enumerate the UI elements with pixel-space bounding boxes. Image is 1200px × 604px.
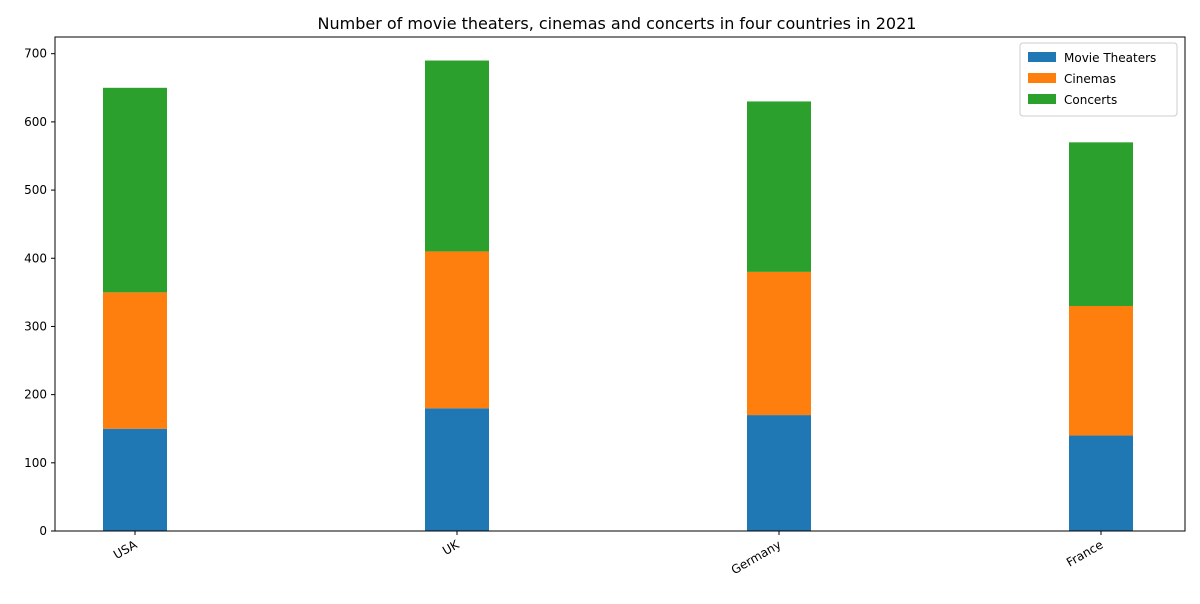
- bar-concerts-usa: [103, 87, 167, 293]
- bar-cinemas-uk: [425, 251, 489, 409]
- legend-label-movie-theaters: Movie Theaters: [1064, 51, 1156, 65]
- axes: 0 100 200 300 400 500 600 700 USA UK Germany France: [24, 36, 1186, 577]
- bar-cinemas-germany: [747, 271, 811, 416]
- x-tick-label-france: France: [1064, 537, 1106, 569]
- bar-movie-theaters-usa: [103, 428, 167, 531]
- legend-swatch-cinemas: [1028, 73, 1056, 83]
- bar-movie-theaters-uk: [425, 408, 489, 531]
- bar-concerts-germany: [747, 101, 811, 272]
- bar-concerts-france: [1069, 142, 1133, 306]
- bar-movie-theaters-germany: [747, 415, 811, 531]
- bar-cinemas-usa: [103, 292, 167, 429]
- x-tick-label-germany: Germany: [729, 537, 784, 577]
- y-tick-label: 400: [24, 251, 47, 265]
- y-tick-label: 200: [24, 388, 47, 402]
- plot-frame: [54, 36, 1186, 532]
- legend-label-cinemas: Cinemas: [1064, 72, 1116, 86]
- y-tick-label: 700: [24, 47, 47, 61]
- y-tick-label: 100: [24, 456, 47, 470]
- legend-label-concerts: Concerts: [1064, 93, 1117, 107]
- legend: Movie Theaters Cinemas Concerts: [1019, 42, 1178, 117]
- y-tick-label: 300: [24, 319, 47, 333]
- bars: [103, 60, 1133, 531]
- bar-movie-theaters-france: [1069, 435, 1133, 531]
- y-tick-label: 500: [24, 183, 47, 197]
- x-tick-label-uk: UK: [440, 537, 462, 558]
- legend-box: [1019, 42, 1178, 117]
- bar-cinemas-france: [1069, 305, 1133, 436]
- x-tick-label-usa: USA: [111, 537, 140, 562]
- bar-concerts-uk: [425, 60, 489, 252]
- chart-title: Number of movie theaters, cinemas and co…: [318, 14, 917, 33]
- y-tick-label: 600: [24, 115, 47, 129]
- y-tick-label: 0: [39, 524, 47, 538]
- legend-swatch-movie-theaters: [1028, 52, 1056, 62]
- legend-swatch-concerts: [1028, 94, 1056, 104]
